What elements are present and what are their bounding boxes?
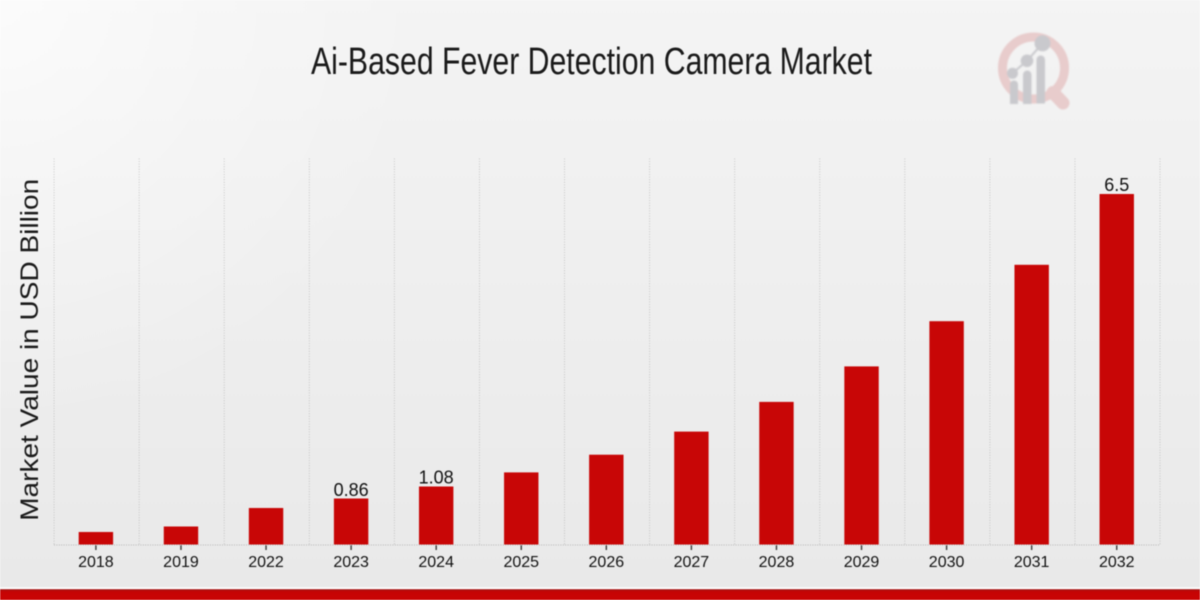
svg-text:2023: 2023 [333,554,369,571]
svg-text:2028: 2028 [759,554,795,571]
svg-text:2030: 2030 [929,554,965,571]
svg-text:2032: 2032 [1099,554,1135,571]
svg-text:2022: 2022 [248,554,284,571]
svg-text:2031: 2031 [1014,554,1050,571]
svg-text:2019: 2019 [163,554,199,571]
svg-text:2027: 2027 [674,554,710,571]
svg-text:0.86: 0.86 [334,480,369,500]
svg-text:1.08: 1.08 [419,468,454,488]
svg-text:2029: 2029 [844,554,880,571]
svg-text:Market Value in USD Billion: Market Value in USD Billion [16,179,44,521]
svg-text:6.5: 6.5 [1104,175,1129,195]
svg-text:Ai-Based Fever Detection Camer: Ai-Based Fever Detection Camera Market [311,41,872,83]
svg-text:2018: 2018 [78,554,114,571]
svg-text:2024: 2024 [418,554,454,571]
svg-text:2025: 2025 [503,554,539,571]
svg-text:2026: 2026 [589,554,625,571]
